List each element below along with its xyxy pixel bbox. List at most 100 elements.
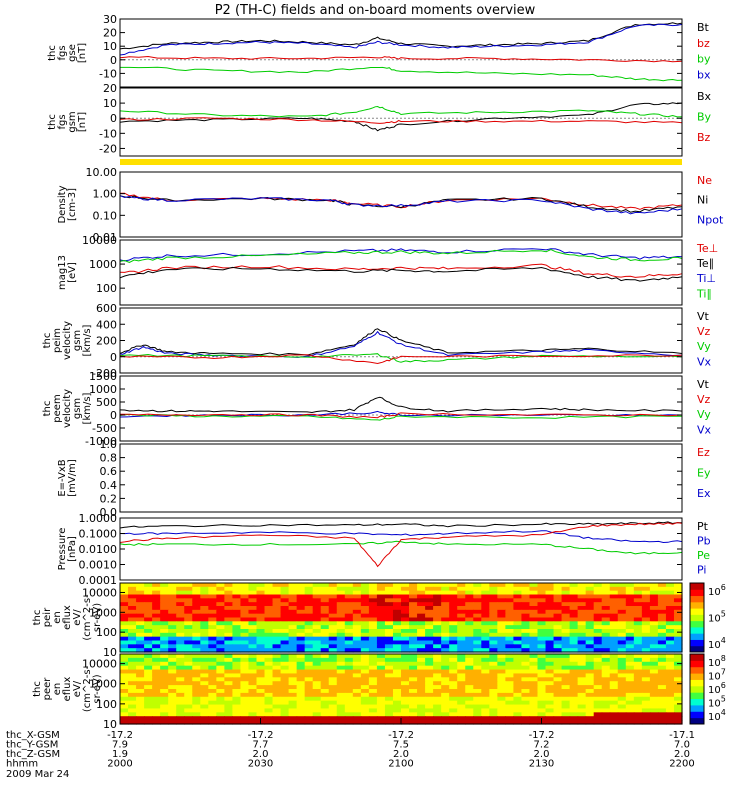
- heatmap-cell: [152, 598, 161, 603]
- heatmap-cell: [272, 602, 282, 607]
- heatmap-cell: [176, 669, 185, 675]
- heatmap-cell: [513, 594, 523, 599]
- heatmap-cell: [609, 661, 619, 667]
- heatmap-cell: [208, 669, 217, 675]
- heatmap-cell: [665, 586, 675, 592]
- heatmap-cell: [529, 720, 539, 725]
- heatmap-cell: [577, 712, 587, 717]
- heatmap-cell: [288, 640, 298, 645]
- heatmap-cell: [561, 594, 571, 599]
- heatmap-cell: [272, 586, 282, 592]
- heatmap-cell: [673, 606, 683, 611]
- y-tick-label: 1000: [89, 258, 117, 271]
- heatmap-cell: [457, 689, 466, 694]
- heatmap-cell: [561, 673, 571, 678]
- heatmap-cell: [296, 583, 306, 588]
- heatmap-cell: [320, 696, 330, 702]
- heatmap-cell: [184, 629, 193, 634]
- heatmap-cell: [489, 625, 498, 630]
- heatmap-cell: [272, 648, 282, 653]
- heatmap-cell: [312, 617, 322, 622]
- heatmap-cell: [633, 613, 643, 619]
- heatmap-cell: [601, 665, 611, 671]
- heatmap-cell: [657, 632, 667, 638]
- y-tick-label: 100: [96, 698, 117, 711]
- heatmap-cell: [609, 712, 619, 717]
- heatmap-cell: [609, 606, 619, 611]
- heatmap-cell: [152, 665, 161, 671]
- heatmap-cell: [481, 598, 490, 603]
- heatmap-cell: [521, 590, 531, 596]
- heatmap-cell: [577, 617, 587, 622]
- heatmap-cell: [152, 677, 161, 682]
- heatmap-cell: [401, 708, 410, 713]
- heatmap-cell: [473, 583, 482, 588]
- heatmap-cell: [513, 669, 523, 675]
- heatmap-cell: [505, 586, 514, 592]
- heatmap-cell: [521, 712, 531, 717]
- heatmap-cell: [561, 613, 571, 619]
- heatmap-cell: [336, 677, 346, 682]
- heatmap-cell: [609, 609, 619, 615]
- heatmap-cell: [529, 617, 539, 622]
- heatmap-cell: [200, 685, 209, 690]
- heatmap-cell: [160, 613, 169, 619]
- heatmap-cell: [312, 598, 322, 603]
- heatmap-cell: [144, 586, 153, 592]
- heatmap-cell: [328, 720, 338, 725]
- heatmap-cell: [449, 590, 458, 596]
- heatmap-cell: [280, 669, 290, 675]
- heatmap-cell: [120, 602, 129, 607]
- heatmap-cell: [328, 654, 338, 659]
- heatmap-cell: [449, 583, 458, 588]
- heatmap-cell: [232, 712, 242, 717]
- heatmap-cell: [200, 617, 209, 622]
- heatmap-cell: [521, 665, 531, 671]
- heatmap-cell: [240, 636, 250, 642]
- heatmap-cell: [601, 657, 611, 663]
- heatmap-cell: [585, 617, 595, 622]
- heatmap-cell: [240, 590, 250, 596]
- heatmap-cell: [256, 621, 266, 626]
- heatmap-cell: [376, 640, 386, 645]
- series-line-Bz: [119, 117, 683, 124]
- heatmap-cell: [633, 708, 643, 713]
- heatmap-cell: [200, 625, 209, 630]
- heatmap-cell: [529, 677, 539, 682]
- heatmap-cell: [593, 640, 603, 645]
- heatmap-cell: [441, 696, 450, 702]
- heatmap-cell: [288, 625, 298, 630]
- heatmap-cell: [128, 583, 137, 588]
- heatmap-cell: [457, 712, 466, 717]
- legend-Ex: Ex: [697, 487, 711, 500]
- heatmap-cell: [208, 602, 217, 607]
- heatmap-cell: [633, 590, 643, 596]
- heatmap-cell: [601, 669, 611, 675]
- heatmap-cell: [417, 598, 426, 603]
- heatmap-cell: [553, 640, 563, 645]
- heatmap-cell: [128, 632, 137, 638]
- heatmap-cell: [617, 661, 627, 667]
- heatmap-cell: [593, 644, 603, 649]
- heatmap-cell: [344, 689, 354, 694]
- heatmap-cell: [617, 617, 627, 622]
- heatmap-cell: [280, 648, 290, 653]
- heatmap-cell: [192, 669, 201, 675]
- heatmap-cell: [569, 689, 579, 694]
- heatmap-cell: [128, 602, 137, 607]
- heatmap-cell: [401, 606, 410, 611]
- heatmap-cell: [585, 636, 595, 642]
- heatmap-cell: [409, 692, 418, 698]
- y-tick-label: 0: [110, 351, 117, 364]
- heatmap-cell: [320, 712, 330, 717]
- heatmap-cell: [152, 613, 161, 619]
- heatmap-cell: [465, 583, 474, 588]
- series-line-Vt: [119, 328, 683, 356]
- heatmap-cell: [280, 613, 290, 619]
- series-line-Vx: [119, 330, 683, 358]
- heatmap-cell: [344, 673, 354, 678]
- heatmap-cell: [296, 629, 306, 634]
- heatmap-cell: [529, 629, 539, 634]
- heatmap-cell: [248, 673, 258, 678]
- heatmap-cell: [344, 625, 354, 630]
